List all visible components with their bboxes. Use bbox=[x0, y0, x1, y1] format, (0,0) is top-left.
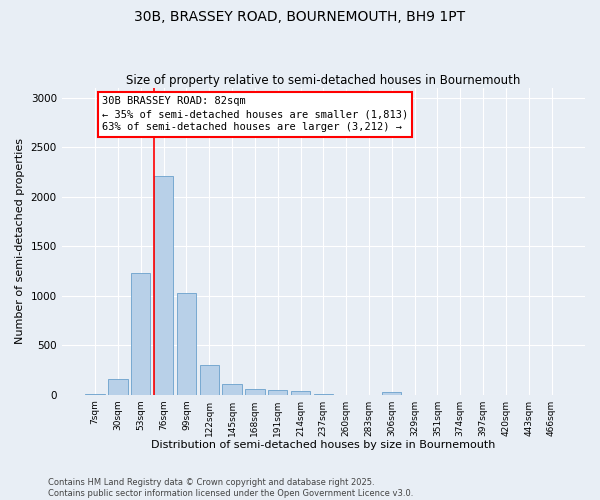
Text: 30B, BRASSEY ROAD, BOURNEMOUTH, BH9 1PT: 30B, BRASSEY ROAD, BOURNEMOUTH, BH9 1PT bbox=[134, 10, 466, 24]
Bar bbox=[154, 176, 173, 394]
Bar bbox=[291, 391, 310, 394]
Bar bbox=[200, 365, 219, 394]
Text: 30B BRASSEY ROAD: 82sqm
← 35% of semi-detached houses are smaller (1,813)
63% of: 30B BRASSEY ROAD: 82sqm ← 35% of semi-de… bbox=[102, 96, 408, 132]
Bar bbox=[268, 390, 287, 394]
Bar bbox=[131, 273, 151, 394]
Bar bbox=[245, 388, 265, 394]
Bar bbox=[382, 392, 401, 394]
X-axis label: Distribution of semi-detached houses by size in Bournemouth: Distribution of semi-detached houses by … bbox=[151, 440, 496, 450]
Bar bbox=[177, 293, 196, 394]
Text: Contains HM Land Registry data © Crown copyright and database right 2025.
Contai: Contains HM Land Registry data © Crown c… bbox=[48, 478, 413, 498]
Title: Size of property relative to semi-detached houses in Bournemouth: Size of property relative to semi-detach… bbox=[126, 74, 521, 87]
Bar bbox=[108, 379, 128, 394]
Y-axis label: Number of semi-detached properties: Number of semi-detached properties bbox=[15, 138, 25, 344]
Bar bbox=[223, 384, 242, 394]
